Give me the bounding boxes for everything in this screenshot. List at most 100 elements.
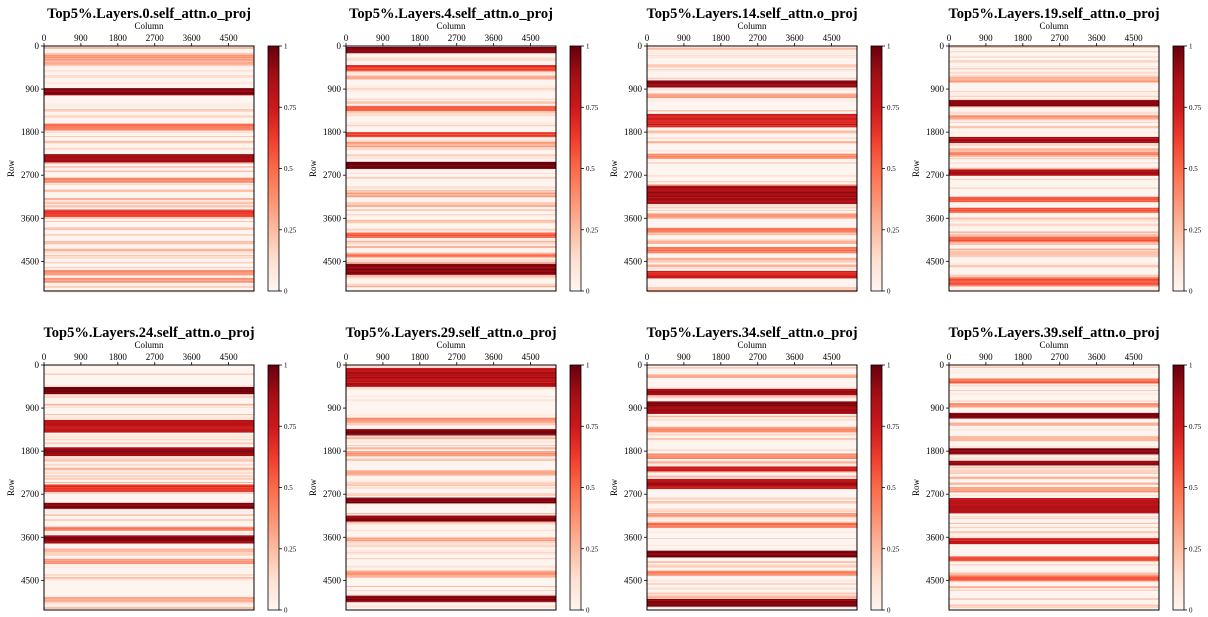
texture-stripe	[949, 167, 1159, 171]
band-texture-line	[44, 124, 254, 126]
x-tick-label: 1800	[1014, 33, 1033, 43]
band-texture-line	[949, 152, 1159, 154]
band-texture-line	[949, 488, 1159, 490]
texture-stripe	[346, 259, 556, 261]
texture-stripe	[647, 181, 857, 183]
band-texture-line	[346, 233, 556, 234]
texture-stripe	[346, 154, 556, 157]
texture-stripe	[44, 455, 254, 458]
texture-stripe	[949, 366, 1159, 368]
texture-stripe	[44, 460, 254, 462]
x-tick-label: 900	[677, 33, 691, 43]
band-texture-line	[44, 421, 254, 423]
band-texture-line	[949, 175, 1159, 176]
texture-stripe	[949, 248, 1159, 251]
band-texture-line	[647, 429, 857, 431]
texture-stripe	[44, 566, 254, 568]
band-texture-line	[949, 416, 1159, 418]
band-texture-line	[346, 50, 556, 51]
colorbar-tick-label: 0.75	[284, 104, 297, 112]
band-texture-line	[647, 200, 857, 202]
texture-stripe	[949, 157, 1159, 160]
band-texture-line	[44, 430, 254, 432]
band-texture-line	[44, 490, 254, 492]
texture-stripe	[949, 472, 1159, 474]
band-texture-line	[949, 240, 1159, 242]
band-texture-line	[647, 201, 857, 202]
band-texture-line	[949, 151, 1159, 153]
band-texture-line	[647, 392, 857, 394]
texture-stripe	[949, 119, 1159, 122]
band-texture-line	[949, 556, 1159, 558]
band-texture-line	[346, 574, 556, 575]
x-tick-label: 0	[344, 352, 349, 362]
band-texture-line	[44, 597, 254, 599]
texture-stripe	[647, 413, 857, 415]
y-tick-label: 3600	[624, 213, 643, 223]
texture-stripe	[949, 95, 1159, 98]
band-texture-line	[44, 597, 254, 599]
band-texture-line	[949, 508, 1159, 510]
band-texture-line	[647, 156, 857, 158]
band-texture-line	[647, 198, 857, 200]
texture-stripe	[647, 210, 857, 211]
band-texture-line	[647, 231, 857, 233]
band-texture-line	[346, 430, 556, 432]
band-texture-line	[949, 170, 1159, 172]
band-texture-line	[346, 498, 556, 500]
x-tick-label: 1800	[1014, 352, 1033, 362]
colorbar-tick-label: 0.5	[1189, 484, 1198, 492]
band-texture-line	[647, 390, 857, 392]
texture-stripe	[44, 70, 254, 73]
colorbar-tick-label: 1	[887, 362, 891, 370]
band-texture-line	[949, 503, 1159, 505]
band-texture-line	[346, 255, 556, 257]
x-tick-label: 0	[645, 33, 650, 43]
band-texture-line	[647, 228, 857, 229]
texture-stripe	[949, 255, 1159, 258]
band-texture-line	[647, 603, 857, 604]
x-axis-label: Column	[1039, 340, 1069, 350]
texture-stripe	[647, 510, 857, 512]
texture-stripe	[647, 288, 857, 292]
texture-stripe	[346, 214, 556, 215]
x-axis-label: Column	[134, 21, 164, 31]
texture-stripe	[647, 50, 857, 54]
band-texture-line	[949, 241, 1159, 243]
band-texture-line	[44, 54, 254, 56]
texture-stripe	[647, 56, 857, 59]
band-texture-line	[647, 83, 857, 85]
texture-stripe	[346, 86, 556, 88]
band-texture-line	[346, 162, 556, 163]
band-texture-line	[44, 426, 254, 427]
band-texture-line	[44, 216, 254, 217]
colorbar-bar	[1172, 45, 1185, 292]
band-texture-line	[44, 93, 254, 95]
band-texture-line	[949, 284, 1159, 286]
band-texture-line	[647, 523, 857, 525]
heatmap-area	[647, 365, 857, 610]
texture-stripe	[949, 572, 1159, 575]
heatmap-area	[346, 365, 556, 610]
band-texture-line	[44, 542, 254, 544]
band-texture-line	[949, 463, 1159, 465]
band-texture-line	[44, 88, 254, 90]
y-tick-label: 3600	[624, 532, 643, 542]
y-tick-label: 4500	[926, 256, 945, 266]
texture-stripe	[949, 580, 1159, 583]
band-texture-line	[346, 142, 556, 143]
band-texture-line	[44, 451, 254, 453]
y-tick-label: 0	[940, 360, 945, 370]
band-texture-line	[949, 403, 1159, 405]
colorbar-tick-label: 0.25	[284, 226, 297, 234]
x-tick-label: 0	[344, 33, 349, 43]
texture-stripe	[346, 240, 556, 243]
band-texture-line	[647, 185, 857, 187]
band-texture-line	[647, 601, 857, 603]
texture-stripe	[647, 545, 857, 546]
y-tick-label: 900	[629, 403, 643, 413]
x-tick-label: 4500	[220, 352, 239, 362]
texture-stripe	[346, 549, 556, 552]
y-axis-label: Row	[911, 479, 921, 497]
band-texture-line	[44, 455, 254, 457]
